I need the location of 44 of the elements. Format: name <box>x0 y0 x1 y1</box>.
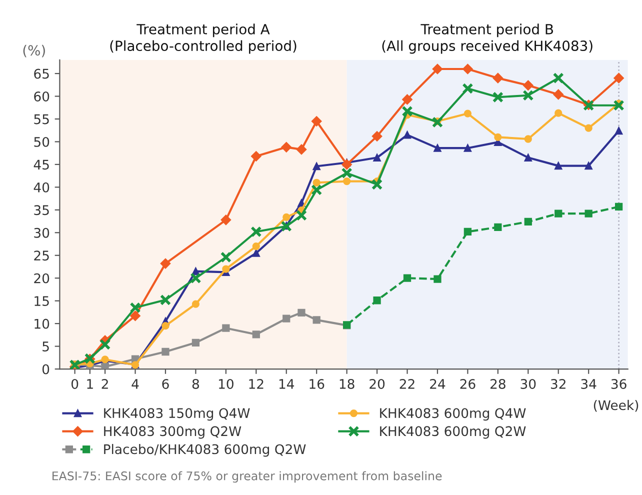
x-axis-title: (Week) <box>594 400 638 412</box>
x-tick-label: 4 <box>132 379 139 389</box>
x-tick-label: 24 <box>430 378 446 389</box>
y-tick-label: 60 <box>34 91 50 102</box>
y-tick-label: 10 <box>34 318 50 329</box>
y-tick-label: 5 <box>42 342 49 352</box>
legend-label: HK4083 300mg Q2W <box>104 426 242 439</box>
band-label: Treatment period B (All groups received KHK4083) <box>382 24 592 54</box>
y-tick-label: 40 <box>34 182 50 192</box>
y-tick-label: 55 <box>34 114 49 124</box>
y-tick-label: 25 <box>34 250 49 261</box>
y-tick-label: 20 <box>34 273 50 284</box>
legend-label: KHK4083 600mg Q2W <box>380 426 526 439</box>
x-tick-label: 16 <box>310 378 324 389</box>
x-tick-label: 20 <box>370 378 385 389</box>
y-tick-label: 65 <box>34 68 49 79</box>
x-tick-label: 2 <box>102 378 108 389</box>
x-tick-label: 10 <box>218 378 234 389</box>
y-tick-label: 30 <box>34 228 50 238</box>
x-tick-label: 0 <box>71 378 78 389</box>
x-tick-label: 18 <box>340 378 354 389</box>
legend-label: Placebo/KHK4083 600mg Q2W <box>104 444 306 457</box>
y-tick-label: 50 <box>34 136 50 147</box>
x-tick-label: 22 <box>400 378 414 389</box>
x-tick-label: 12 <box>249 378 264 389</box>
x-tick-label: 34 <box>581 378 596 389</box>
x-tick-label: 36 <box>611 378 626 389</box>
y-tick-label: 0 <box>42 364 50 374</box>
y-axis-title: (%) <box>23 44 45 58</box>
x-tick-label: 6 <box>162 378 169 389</box>
x-tick-label: 14 <box>279 379 294 389</box>
x-tick-label: 32 <box>550 378 566 389</box>
y-tick-label: 15 <box>34 296 49 306</box>
legend-label: KHK4083 150mg Q4W <box>104 408 250 421</box>
band-label: Treatment period A (Placebo-controlled period) <box>110 24 296 54</box>
y-tick-label: 35 <box>34 205 49 216</box>
x-tick-label: 8 <box>192 378 199 389</box>
x-tick-label: 1 <box>87 379 93 389</box>
text: EASI-75: EASI score of 75% or greater improvement from baseline <box>52 471 442 483</box>
legend-label: KHK4083 600mg Q4W <box>380 408 526 421</box>
y-tick-label: 45 <box>34 160 49 170</box>
x-tick-label: 30 <box>520 378 536 389</box>
x-tick-label: 26 <box>460 378 476 389</box>
x-tick-label: 28 <box>490 378 506 389</box>
